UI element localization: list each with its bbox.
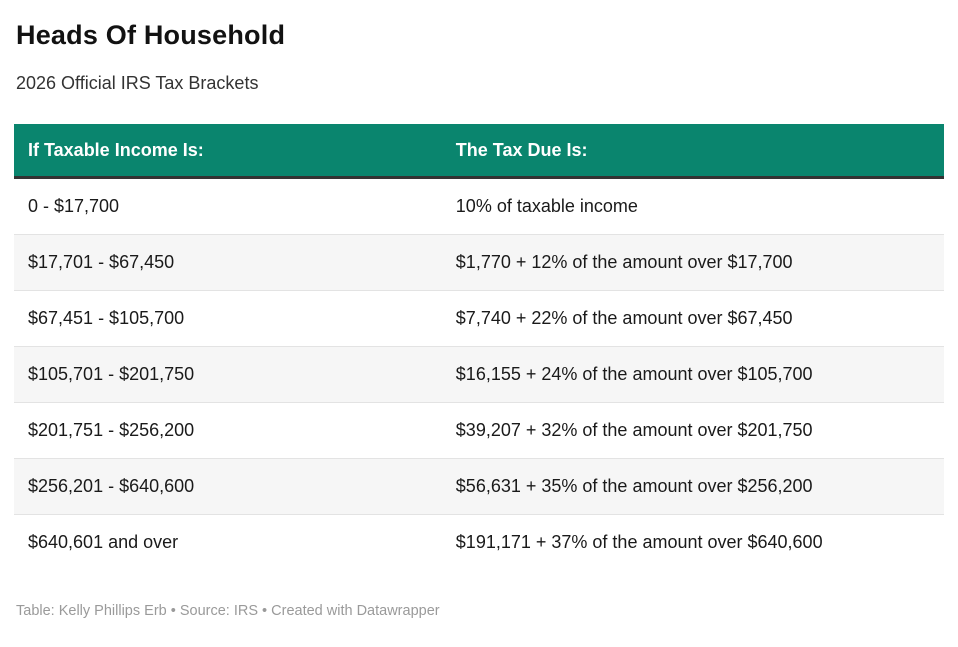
table-cell: $17,701 - $67,450 (14, 234, 442, 291)
table-row: $105,701 - $201,750 $16,155 + 24% of the … (14, 346, 944, 403)
table-row: $201,751 - $256,200 $39,207 + 32% of the … (14, 402, 944, 459)
table-cell: 10% of taxable income (455, 196, 638, 216)
table-row: $640,601 and over $191,171 + 37% of the a… (14, 514, 944, 570)
tax-brackets-table: If Taxable Income Is: The Tax Due Is: 0 … (14, 124, 944, 570)
page-title: Heads Of Household (16, 20, 286, 50)
table-cell: $56,631 + 35% of the amount over $256,20… (441, 458, 944, 515)
table-cell: $39,207 + 32% of the amount over $201,75… (441, 402, 944, 459)
table-cell: $16,155 + 24% of the amount over $105,70… (441, 346, 944, 403)
table-body: 0 - $17,700 10% of taxable income $17,701 … (14, 178, 944, 570)
table-cell: $7,740 + 22% of the amount over $67,450 (441, 290, 944, 347)
table-cell: $67,451 - $105,700 (14, 290, 442, 347)
table-cell: $201,751 - $256,200 (14, 402, 442, 459)
table-cell: $1,770 + 12% of the amount over $17,700 (441, 234, 944, 291)
table-cell: $105,701 - $201,750 (14, 346, 442, 403)
table-header-row: If Taxable Income Is: The Tax Due Is: (14, 124, 944, 179)
table-cell: $191,171 + 37% of the amount over $640,6… (441, 514, 944, 570)
table-row: $67,451 - $105,700 $7,740 + 22% of the am… (14, 290, 944, 347)
table-header: If Taxable Income Is: The Tax Due Is: (14, 124, 944, 179)
column-header-taxable-income: If Taxable Income Is: (14, 124, 442, 179)
table-cell: $256,201 - $640,600 (14, 458, 442, 515)
table-row: $256,201 - $640,600 $56,631 + 35% of the … (14, 458, 944, 515)
page-subtitle: 2026 Official IRS Tax Brackets (16, 73, 259, 93)
table-cell: 0 - $17,700 (28, 196, 120, 216)
credit-line: Table: Kelly Phillips Erb • Source: IRS … (16, 603, 440, 619)
column-header-tax-due: The Tax Due Is: (441, 124, 944, 179)
table-row: 0 - $17,700 10% of taxable income (14, 178, 944, 235)
table-row: $17,701 - $67,450 $1,770 + 12% of the amo… (14, 234, 944, 291)
table-cell: $640,601 and over (14, 514, 442, 570)
page: Heads Of Household 2026 Official IRS Tax… (14, 20, 944, 619)
